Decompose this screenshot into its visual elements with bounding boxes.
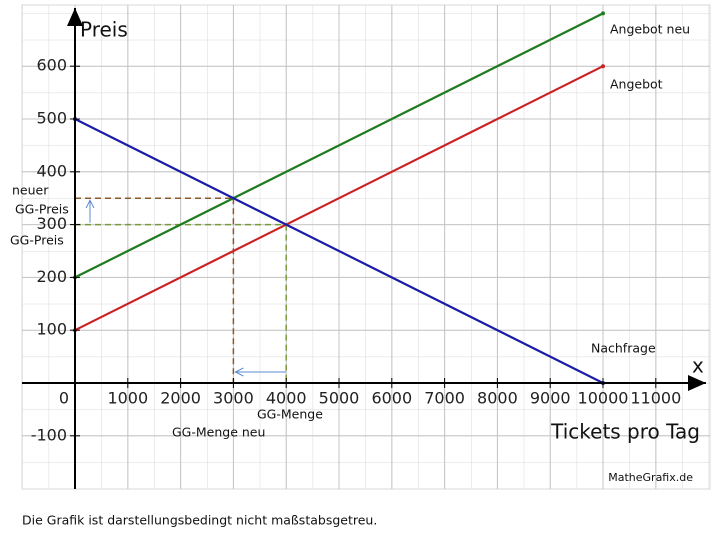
x-axis-symbol: x bbox=[692, 354, 704, 378]
x-tick-label: 3000 bbox=[213, 389, 254, 408]
x-tick-label: 2000 bbox=[160, 389, 201, 408]
y-tick-label: 600 bbox=[36, 56, 67, 75]
x-tick-label: 8000 bbox=[477, 389, 518, 408]
series-line bbox=[74, 65, 604, 332]
x-tick-label: 9000 bbox=[530, 389, 571, 408]
y-tick-label: 400 bbox=[36, 161, 67, 180]
x-tick-label: 1000 bbox=[107, 389, 148, 408]
y-tick-label: 200 bbox=[36, 267, 67, 286]
y-tick-label: -100 bbox=[31, 425, 67, 444]
x-axis-title: Tickets pro Tag bbox=[550, 420, 700, 444]
y-tick-label: 100 bbox=[36, 320, 67, 339]
annotation: GG-Menge neu bbox=[172, 425, 265, 440]
grid-area bbox=[21, 4, 711, 490]
annotation: GG-Preis bbox=[10, 233, 64, 248]
x-tick-label: 5000 bbox=[319, 389, 360, 408]
x-tick-label: 0 bbox=[59, 389, 69, 408]
series-label: Angebot bbox=[610, 77, 663, 92]
annotation: GG-Preis bbox=[15, 202, 69, 217]
credit: MatheGrafix.de bbox=[608, 471, 693, 484]
line-endpoint bbox=[601, 64, 605, 69]
x-tick-label: 7000 bbox=[424, 389, 465, 408]
x-tick-label: 11000 bbox=[630, 389, 681, 408]
y-tick-label: 300 bbox=[36, 214, 67, 233]
x-tick-label: 10000 bbox=[578, 389, 629, 408]
footnote: Die Grafik ist darstellungsbedingt nicht… bbox=[22, 513, 377, 528]
y-axis-title: Preis bbox=[80, 18, 128, 42]
series-line bbox=[74, 118, 604, 384]
x-tick-label: 4000 bbox=[266, 389, 307, 408]
series-label: Angebot neu bbox=[610, 22, 690, 37]
x-tick-label: 6000 bbox=[371, 389, 412, 408]
series-line bbox=[74, 12, 604, 279]
y-tick-label: 500 bbox=[36, 109, 67, 128]
annotation: GG-Menge bbox=[257, 407, 323, 422]
annotation: neuer bbox=[12, 183, 49, 198]
line-endpoint bbox=[601, 11, 605, 16]
series-label: Nachfrage bbox=[591, 341, 656, 356]
